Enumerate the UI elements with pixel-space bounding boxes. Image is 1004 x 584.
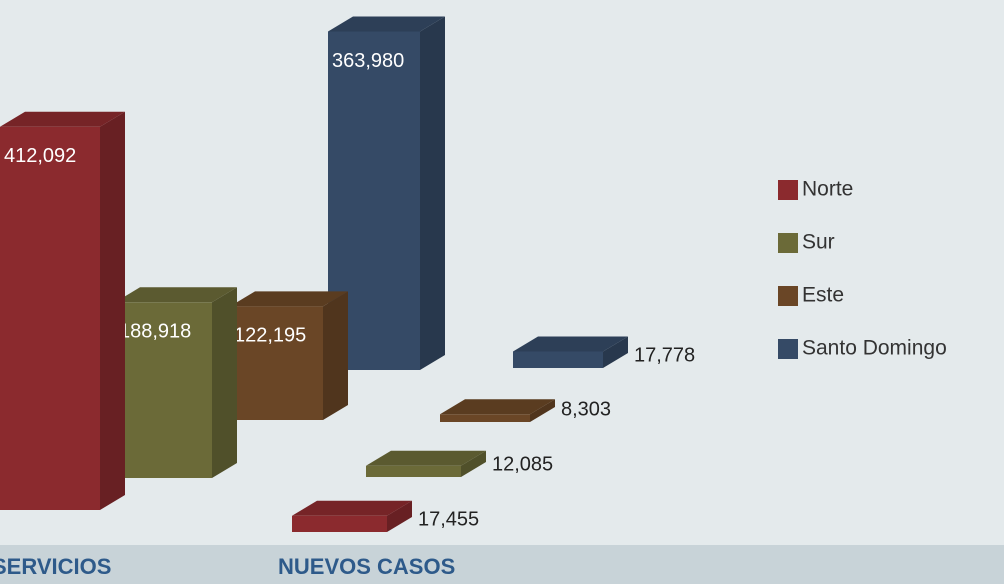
bar-side	[387, 500, 412, 532]
bar-side	[420, 16, 445, 371]
legend-label: Este	[802, 284, 844, 307]
category-band	[0, 545, 1004, 584]
bar	[115, 302, 212, 478]
data-label: 17,455	[418, 508, 479, 530]
bar-top	[115, 287, 237, 303]
legend-label: Norte	[802, 178, 853, 201]
bar	[292, 515, 387, 532]
bar-side	[100, 111, 125, 510]
bar-side	[461, 450, 486, 477]
data-label: 8,303	[561, 398, 611, 420]
bar	[0, 126, 100, 510]
bar	[230, 306, 323, 420]
bar	[513, 351, 603, 368]
bar	[366, 465, 461, 477]
category-label: NUEVOS CASOS	[278, 554, 455, 579]
data-label: 188,918	[119, 321, 191, 343]
bar-side	[323, 291, 348, 420]
data-label: 12,085	[492, 453, 553, 475]
legend-swatch	[778, 180, 798, 200]
bar-top	[366, 450, 486, 466]
category-label: SERVICIOS	[0, 554, 111, 579]
legend-swatch	[778, 339, 798, 359]
legend-label: Sur	[802, 231, 835, 254]
bar-top	[292, 500, 412, 516]
bar-top	[513, 336, 628, 352]
bar-side	[530, 399, 555, 422]
bar	[440, 414, 530, 422]
data-label: 122,195	[234, 325, 306, 347]
bar-top	[230, 291, 348, 307]
data-label: 363,980	[332, 50, 404, 72]
bar-side	[603, 336, 628, 368]
legend-label: Santo Domingo	[802, 337, 947, 360]
legend-swatch	[778, 233, 798, 253]
data-label: 17,778	[634, 344, 695, 366]
legend-swatch	[778, 286, 798, 306]
bar-top	[440, 399, 555, 415]
bar-side	[212, 287, 237, 478]
bar-top	[328, 16, 445, 32]
bar-top	[0, 111, 125, 127]
data-label: 412,092	[4, 145, 76, 167]
